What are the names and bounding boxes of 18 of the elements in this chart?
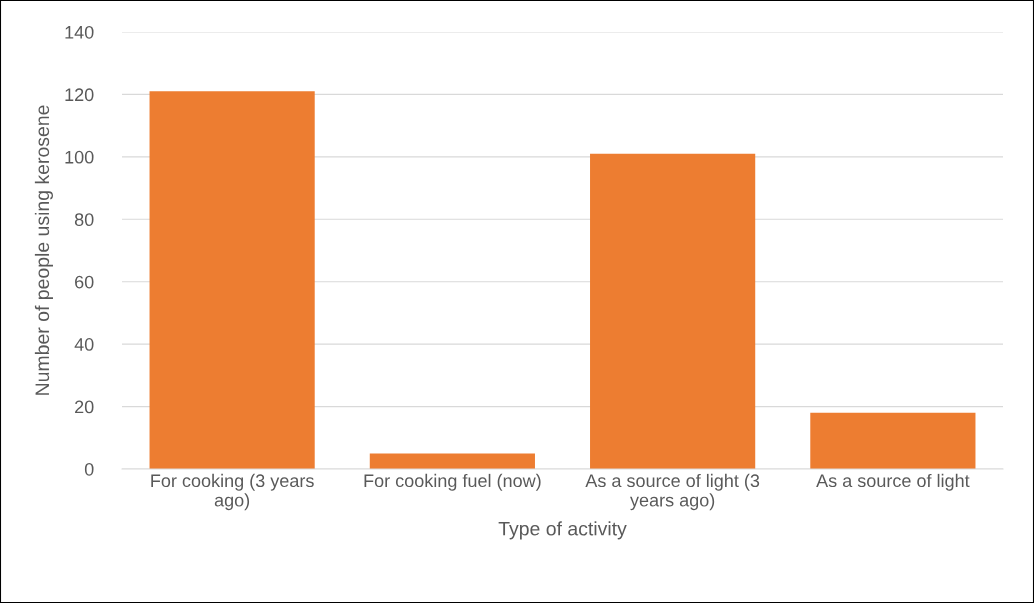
y-tick-label: 140 (65, 25, 94, 39)
x-tick-label: As a source of light (3 years ago) (585, 473, 760, 511)
y-tick-label: 80 (74, 213, 94, 227)
x-tick-label: For cooking (3 years ago) (151, 473, 314, 511)
y-tick-label: 20 (75, 400, 94, 414)
x-tick-label: As a source of light (816, 473, 970, 491)
y-tick-label: 100 (65, 150, 94, 164)
y-tick-label: 40 (74, 338, 94, 351)
y-tick-label: 0 (84, 462, 94, 476)
bar (810, 412, 976, 469)
y-tick-label: 60 (75, 275, 94, 289)
x-axis-title: Type of activity (498, 521, 627, 540)
y-tick-label: 120 (65, 88, 94, 102)
bar (590, 153, 756, 469)
bar (149, 91, 315, 469)
x-tick-label: For cooking fuel (now) (364, 473, 541, 491)
y-axis-title: Number of people using kerosene (34, 105, 53, 395)
bar (369, 453, 535, 469)
